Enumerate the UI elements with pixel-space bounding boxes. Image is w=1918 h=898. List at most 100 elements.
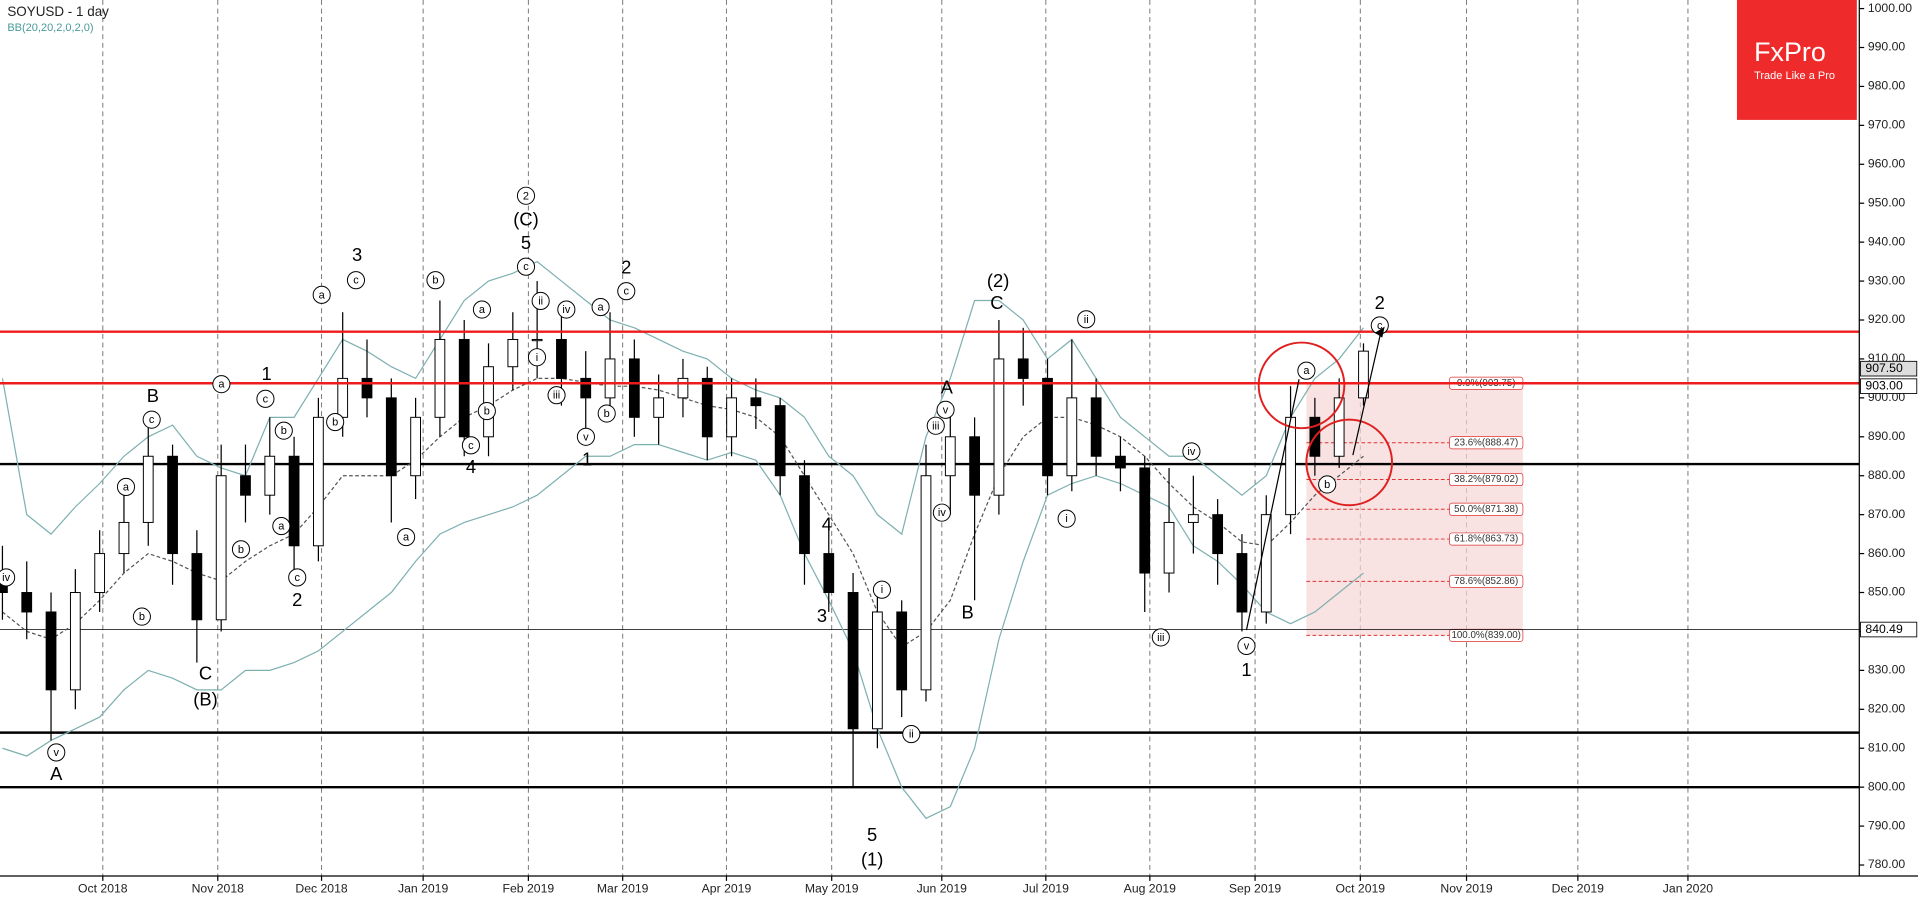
candle-body: [1212, 514, 1224, 555]
y-tick-label: 830.00: [1868, 663, 1906, 677]
wave-circle: [527, 348, 547, 367]
price-tag: [1860, 378, 1918, 394]
wave-label: a: [123, 481, 130, 493]
wave-label: (B): [193, 688, 217, 709]
wave-label: 1: [262, 363, 272, 384]
candle-body: [1090, 397, 1102, 457]
x-tick-label: Oct 2019: [1336, 882, 1386, 896]
wave-label: (1): [861, 849, 883, 870]
y-tick-label: 880.00: [1868, 468, 1906, 482]
wave-label: 4: [822, 513, 832, 534]
chart-subtitle: BB(20,20,2,0,2,0): [7, 22, 93, 34]
candle-body: [580, 377, 592, 399]
wave-circle: [397, 528, 416, 547]
wave-label: 1: [582, 448, 592, 469]
wave-label: 3: [352, 244, 362, 265]
candle-body: [726, 397, 737, 438]
candle-body: [872, 611, 883, 730]
price-tag: [1860, 621, 1918, 638]
wave-circle: [1151, 628, 1170, 647]
candle-body: [434, 338, 446, 418]
x-tick-label: Oct 2018: [78, 882, 128, 896]
wave-circle: [932, 503, 951, 522]
y-tick-label: 990.00: [1868, 40, 1906, 54]
wave-label: a: [278, 521, 285, 533]
wave-circle: [326, 413, 345, 432]
candle-body: [288, 455, 300, 547]
wave-label: ii: [538, 295, 543, 307]
wave-circle: [576, 427, 595, 446]
wave-circle: [426, 271, 445, 290]
y-tick-label: 870.00: [1868, 507, 1906, 521]
wave-circle: [936, 400, 955, 419]
wave-label: c: [523, 261, 529, 273]
x-tick-label: Nov 2019: [1440, 882, 1493, 896]
x-tick-label: Aug 2019: [1124, 882, 1177, 896]
wave-label: iv: [2, 572, 10, 584]
highlight-circle: [1257, 341, 1346, 430]
candle-body: [1017, 358, 1029, 379]
wave-label: 2: [621, 256, 631, 277]
candle-body: [556, 338, 567, 379]
candle-body: [45, 611, 57, 691]
candle-body: [993, 358, 1005, 496]
candle-body: [774, 405, 786, 477]
wave-circle: [617, 282, 636, 301]
wave-label: (C): [513, 209, 538, 230]
wave-label: B: [147, 385, 159, 406]
y-tick-label: 970.00: [1868, 118, 1906, 132]
plot: 0.0%(903.75)23.6%(888.47)38.2%(879.02)50…: [0, 260, 1860, 820]
wave-label: i: [881, 584, 883, 596]
wave-label: iii: [553, 390, 560, 402]
candle-body: [118, 521, 130, 555]
wave-circle: [1182, 442, 1201, 461]
wave-circle: [1297, 361, 1316, 380]
candle-body: [1115, 455, 1126, 469]
bollinger-middle: [2, 377, 1364, 648]
candle-body: [1042, 377, 1053, 477]
wave-label: v: [943, 404, 949, 416]
y-tick-label: 890.00: [1868, 429, 1906, 443]
candle-body: [142, 455, 154, 523]
wave-label: A: [941, 376, 954, 397]
bollinger-upper: [1, 260, 1364, 536]
y-tick-label: 850.00: [1868, 585, 1906, 599]
wave-circle: [531, 291, 550, 311]
candle-body: [240, 475, 251, 496]
wave-label: b: [238, 544, 244, 556]
fib-label-box: [1449, 532, 1524, 546]
fib-label: 78.6%(852.86): [1454, 576, 1518, 587]
logo-brand: FxPro: [1754, 37, 1826, 67]
wave-label: 2: [1375, 292, 1385, 313]
logo-tagline: Trade Like a Pro: [1754, 70, 1835, 82]
y-tick-label: 790.00: [1868, 818, 1906, 832]
candle-body: [313, 416, 324, 547]
candle-body: [1260, 514, 1272, 613]
candle-body: [385, 397, 397, 477]
wave-label: i: [536, 352, 538, 364]
bollinger-lower: [2, 443, 1364, 820]
candle-body: [969, 436, 980, 496]
candle-body: [1358, 350, 1369, 399]
wave-label: b: [604, 408, 610, 420]
wave-label: c: [624, 286, 630, 298]
wave-line: [1245, 379, 1300, 631]
fib-label-box: [1449, 473, 1524, 487]
wave-label: a: [218, 379, 225, 391]
price-tag-label: 840.49: [1865, 622, 1903, 636]
wave-label: 4: [466, 456, 476, 477]
y-tick-label: 980.00: [1868, 79, 1906, 93]
wave-circle: [231, 540, 251, 559]
wave-label: 2: [292, 589, 302, 610]
y-tick-label: 1000.00: [1868, 1, 1912, 15]
wave-circle: [547, 386, 566, 405]
wave-label: ii: [909, 729, 914, 741]
wave-circle: [346, 271, 366, 290]
wave-label: c: [294, 572, 300, 584]
wave-circle: [1237, 636, 1256, 656]
wave-label: a: [598, 302, 605, 314]
wave-label: iv: [1187, 446, 1195, 458]
wave-circle: [591, 298, 610, 317]
candle-body: [920, 475, 932, 691]
candle-body: [458, 338, 470, 438]
